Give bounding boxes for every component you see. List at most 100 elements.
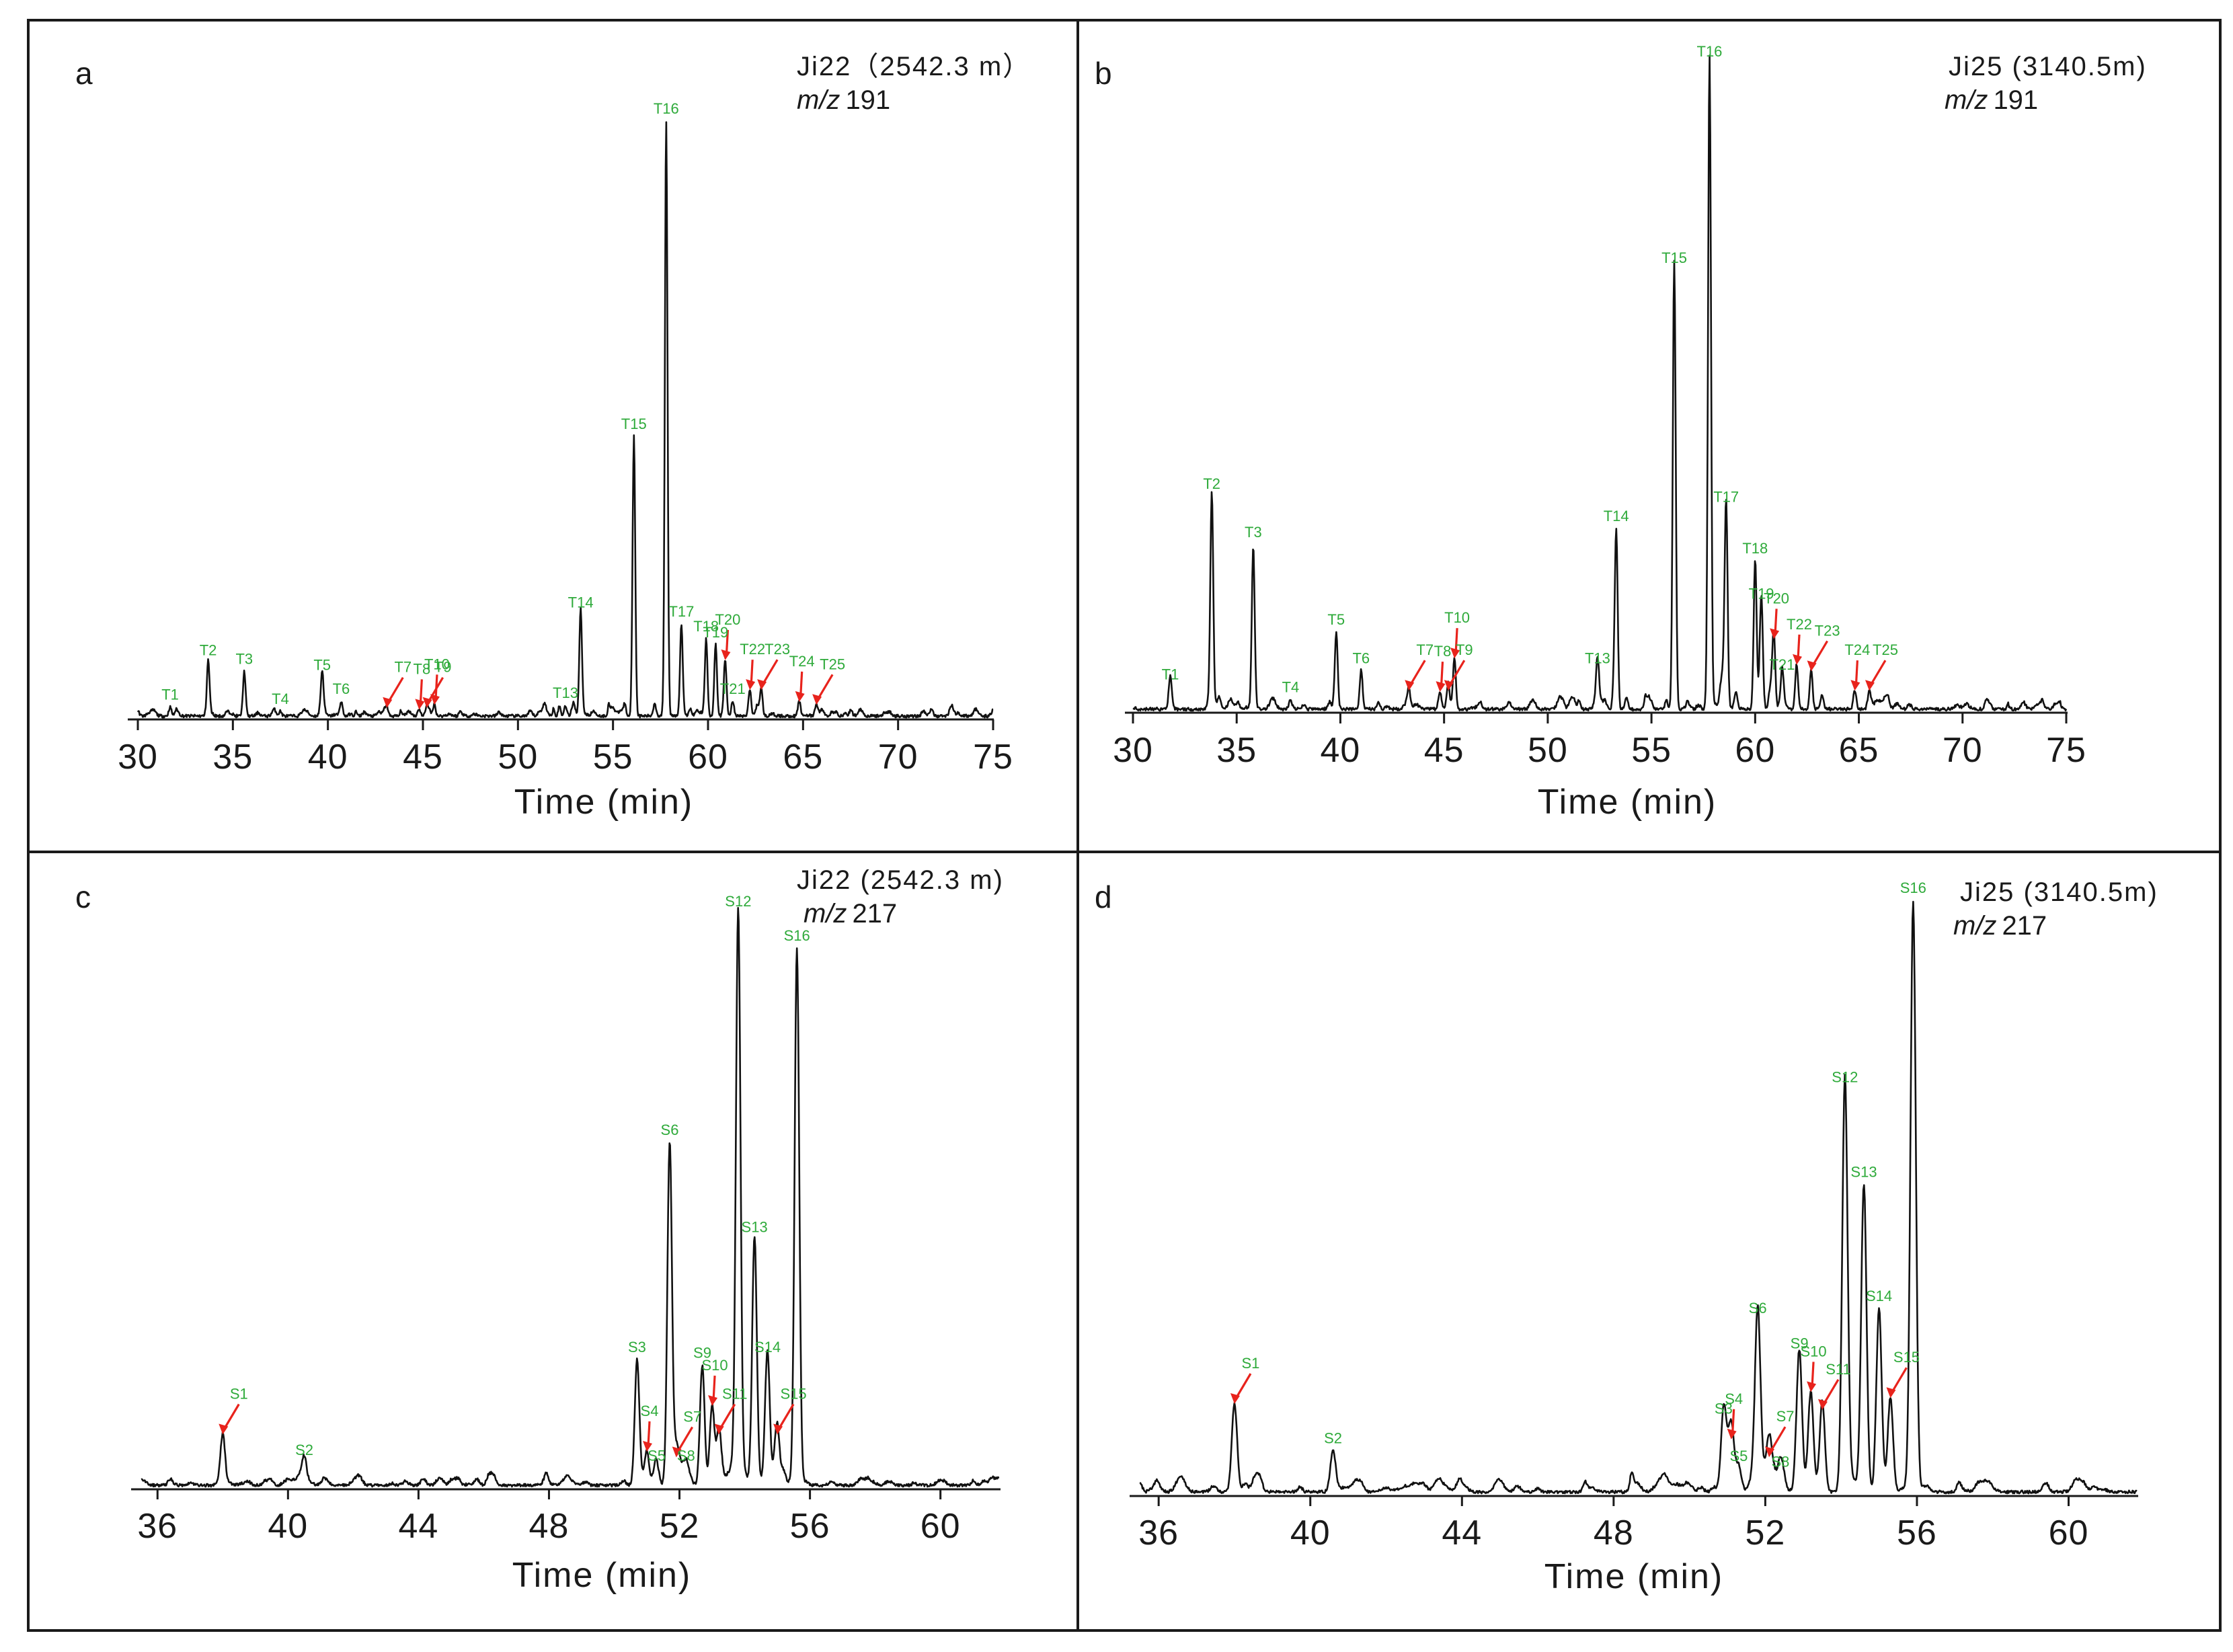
x-tick-label: 48 xyxy=(529,1507,570,1546)
peak-arrow-head xyxy=(1405,680,1415,691)
peak-arrow xyxy=(1774,608,1778,634)
peak-arrow xyxy=(647,1421,651,1447)
sample-label: Ji25 (3140.5m) xyxy=(1949,52,2147,81)
chromatogram-trace xyxy=(1139,900,2138,1495)
peak-arrow xyxy=(676,1426,694,1453)
peak-label: S2 xyxy=(1324,1429,1342,1446)
chromatogram-trace xyxy=(136,121,994,719)
panel-letter: b xyxy=(1095,56,1112,91)
peak-label: S14 xyxy=(1866,1288,1892,1304)
mz-prefix: m/z xyxy=(804,899,847,929)
peak-arrow xyxy=(1811,640,1828,667)
x-tick-label: 70 xyxy=(878,738,918,777)
panel-d: d Ji25 (3140.5m) m/z 217 36 40 44 48 52 56 60 S… xyxy=(1095,877,2157,1596)
x-tick-label: 35 xyxy=(212,738,253,777)
peak-arrow xyxy=(1731,1409,1735,1434)
peak-label: T3 xyxy=(1245,524,1262,541)
peak-arrow-head xyxy=(1793,654,1803,665)
peak-label: T9 xyxy=(434,659,452,676)
peak-label: T13 xyxy=(1585,650,1610,666)
peak-label: T1 xyxy=(1162,666,1179,682)
peak-label: S6 xyxy=(1749,1300,1767,1316)
x-tick-label: 70 xyxy=(1943,731,1983,770)
peak-arrow xyxy=(1235,1373,1252,1399)
mz-value: 217 xyxy=(852,899,897,929)
x-ticks: 30 35 40 45 50 55 60 65 70 75 xyxy=(118,719,1013,777)
panel-a: a Ji22（2542.3 m） m/z 191 30 35 40 45 50 55 60 65… xyxy=(75,52,1029,822)
peak-label: S10 xyxy=(701,1357,728,1374)
peak-arrow-head xyxy=(422,697,432,708)
peak-label: T8 xyxy=(414,660,431,677)
peak-label: T14 xyxy=(1604,508,1629,524)
peak-label: S5 xyxy=(648,1448,666,1464)
peak-label: S13 xyxy=(1850,1163,1877,1180)
peak-arrow xyxy=(725,629,730,656)
x-tick-label: 30 xyxy=(118,738,158,777)
mz-value: 217 xyxy=(2002,911,2047,941)
mz-label: m/z 191 xyxy=(1945,85,2038,115)
x-tick-label: 40 xyxy=(1290,1513,1331,1552)
x-tick-label: 50 xyxy=(1528,731,1568,770)
peak-label: T21 xyxy=(1769,656,1795,673)
peak-label: S4 xyxy=(641,1403,659,1419)
x-tick-label: 52 xyxy=(660,1507,700,1546)
peak-label: S8 xyxy=(677,1448,695,1464)
peak-label: T10 xyxy=(1444,609,1470,626)
peak-arrow-head xyxy=(1765,1446,1775,1458)
peak-label: T19 xyxy=(1749,585,1774,602)
peak-arrow-head xyxy=(219,1423,229,1435)
chromatogram-trace xyxy=(1132,54,2068,712)
x-tick-label: 60 xyxy=(920,1507,961,1546)
arrow-group xyxy=(1405,608,1887,693)
x-tick-label: 60 xyxy=(688,738,728,777)
peak-arrow xyxy=(1769,1426,1787,1453)
peak-label: T25 xyxy=(1873,641,1898,658)
peak-arrow xyxy=(799,671,804,697)
peak-arrow xyxy=(1409,660,1426,686)
peak-label: S15 xyxy=(1893,1349,1920,1366)
peak-arrow-head xyxy=(721,649,731,660)
peak-label: T5 xyxy=(313,656,331,673)
x-axis-title: Time (min) xyxy=(514,783,694,822)
peak-arrow-head xyxy=(1230,1393,1240,1404)
peak-arrow-head xyxy=(1817,1399,1828,1410)
peak-label: S12 xyxy=(725,893,751,910)
x-tick-label: 60 xyxy=(1735,731,1775,770)
peak-arrow-head xyxy=(708,1395,718,1406)
peak-label: T9 xyxy=(1456,641,1473,658)
peak-arrow xyxy=(419,679,423,705)
peak-label: T24 xyxy=(789,653,815,670)
peak-arrow xyxy=(1440,662,1444,687)
peak-label: T7 xyxy=(394,659,412,676)
peak-arrow-head xyxy=(1450,647,1460,659)
mz-label: m/z 217 xyxy=(804,899,897,929)
peak-label: S3 xyxy=(628,1339,646,1355)
peak-label: S15 xyxy=(781,1386,807,1403)
trace-group xyxy=(141,906,1000,1488)
panel-b: b Ji25 (3140.5m) m/z 191 30 35 40 45 50 55 60 65… xyxy=(1095,43,2147,822)
peak-label: S1 xyxy=(230,1386,248,1403)
peak-arrow xyxy=(712,1375,716,1401)
peak-label: S12 xyxy=(1832,1069,1858,1086)
peak-label: S6 xyxy=(661,1122,679,1138)
peak-label: S2 xyxy=(295,1442,313,1458)
peak-arrow xyxy=(719,1403,736,1430)
peak-label: S14 xyxy=(754,1339,781,1355)
peak-label: S16 xyxy=(784,927,810,944)
x-tick-label: 56 xyxy=(790,1507,830,1546)
peak-arrow-head xyxy=(1807,660,1817,672)
peak-arrow-head xyxy=(746,679,756,691)
peak-label: S11 xyxy=(1826,1361,1851,1378)
peak-label: T6 xyxy=(333,680,350,697)
peak-label: T21 xyxy=(720,680,746,697)
x-tick-label: 55 xyxy=(593,738,633,777)
peak-label: T22 xyxy=(1787,616,1812,633)
peak-label: T19 xyxy=(703,624,728,641)
peak-arrow-head xyxy=(430,694,440,705)
peak-arrow xyxy=(1448,660,1466,686)
peak-arrow-head xyxy=(1444,680,1454,691)
figure-frame xyxy=(27,19,2222,1632)
mz-value: 191 xyxy=(1993,85,2038,115)
